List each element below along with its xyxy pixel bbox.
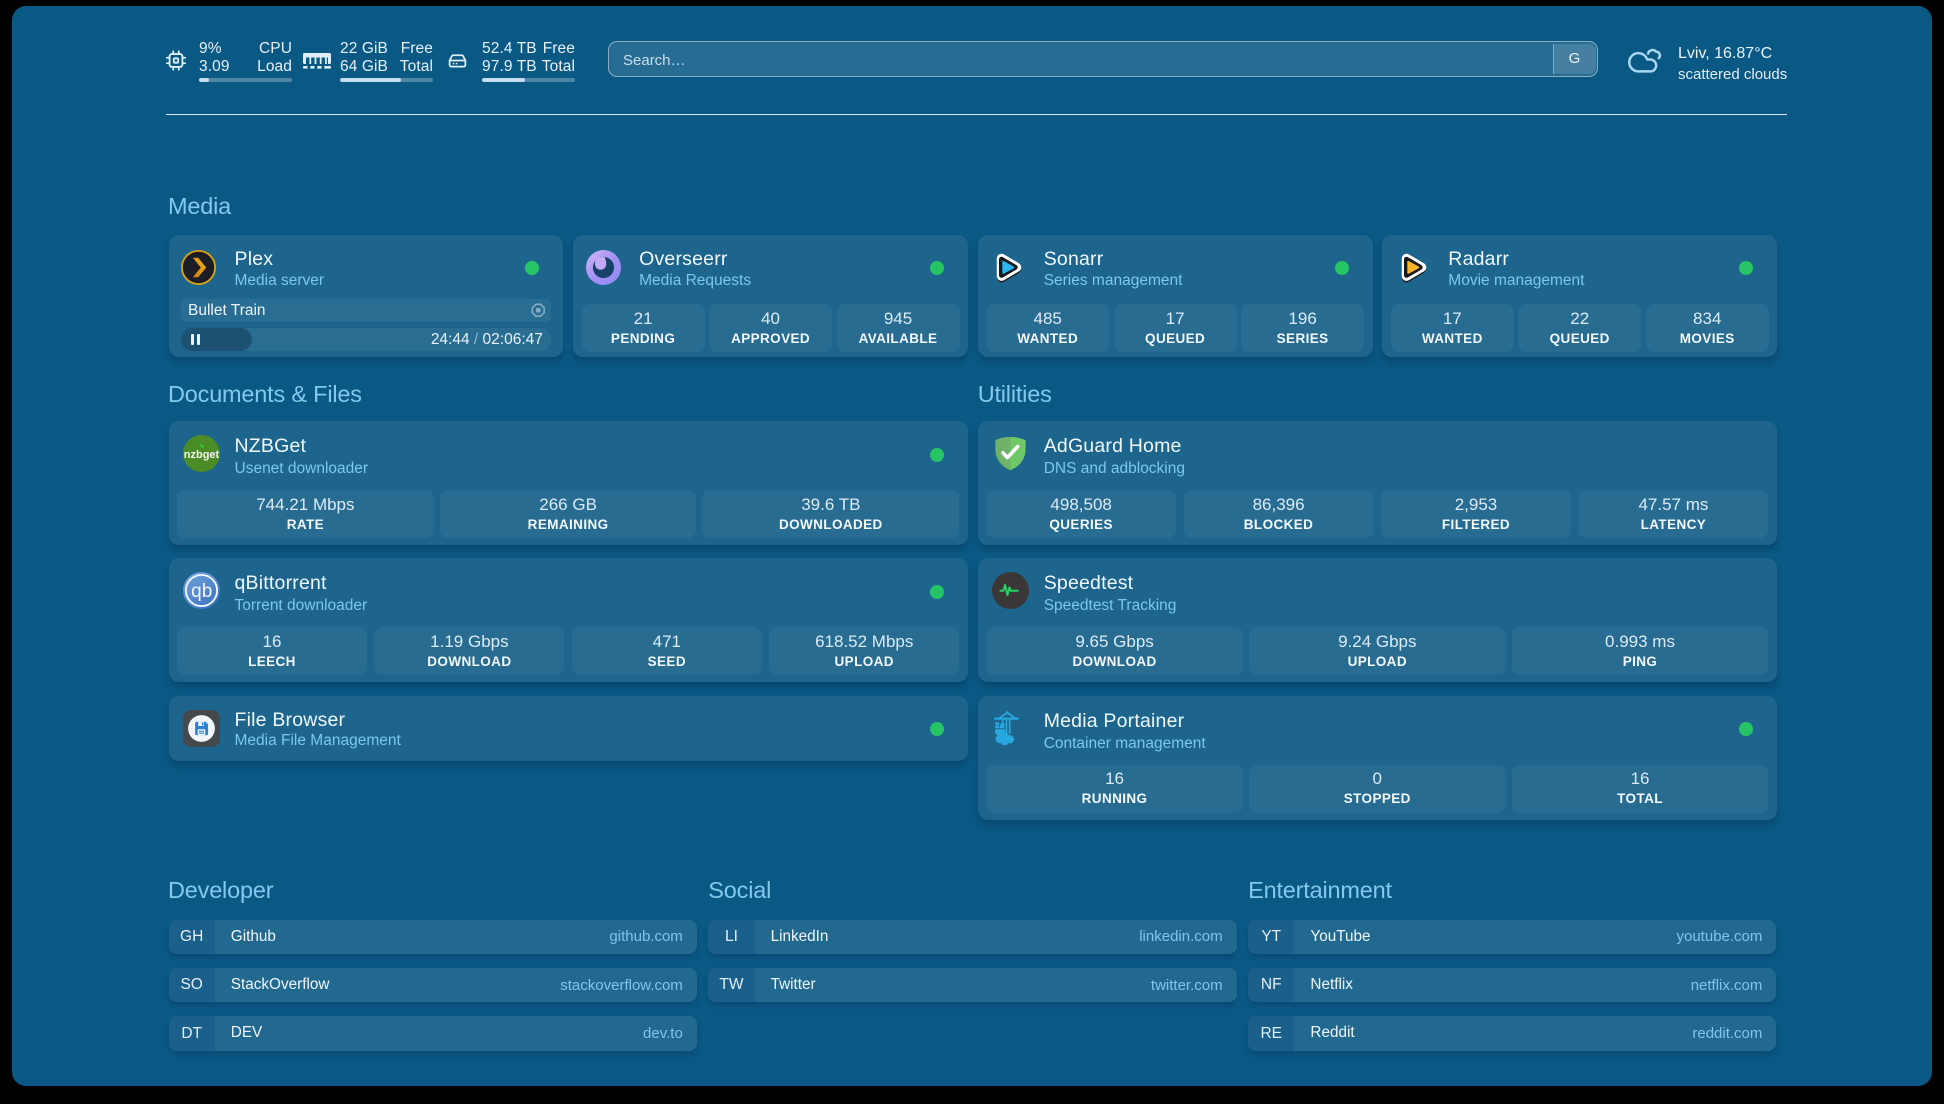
svg-text:qb: qb [191, 581, 212, 602]
svg-text:nzbget: nzbget [183, 449, 219, 461]
